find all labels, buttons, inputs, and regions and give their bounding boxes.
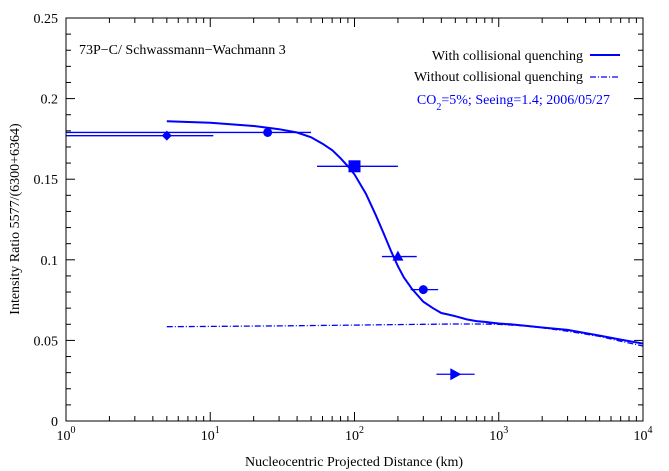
y-tick-label: 0.15: [34, 173, 59, 188]
x-tick-exponent: 1: [215, 425, 220, 436]
legend-label-without-quenching: Without collisional quenching: [414, 70, 583, 85]
point-circle: [263, 127, 273, 137]
y-tick-label: 0.05: [34, 334, 59, 349]
plot-frame: [65, 17, 644, 422]
legend-label-with-quenching: With collisional quenching: [432, 49, 583, 64]
point-diamond: [161, 130, 172, 141]
x-tick-label: 102: [345, 425, 364, 444]
y-tick-label: 0.1: [41, 254, 59, 269]
x-tick-base: 10: [634, 429, 648, 444]
x-tick-label: 101: [201, 425, 220, 444]
y-tick-label: 0: [51, 415, 58, 430]
point-arrow: [450, 368, 462, 381]
x-tick-exponent: 3: [503, 425, 508, 436]
x-tick-base: 10: [345, 429, 359, 444]
y-axis-label: Intensity Ratio 5577/(6300+6364): [8, 123, 23, 315]
y-tick-label: 0.2: [41, 93, 59, 108]
annotation-co: CO: [417, 93, 436, 108]
point-circle: [418, 285, 428, 295]
data-points: [66, 127, 475, 381]
curve-with-quenching: [166, 120, 644, 345]
y-tick-label: 0.25: [34, 12, 59, 27]
x-tick-exponent: 4: [648, 425, 653, 436]
annotation-rest: =5%; Seeing=1.4; 2006/05/27: [441, 93, 610, 108]
annotation-co-subscript: 2: [436, 102, 441, 113]
x-axis-label: Nucleocentric Projected Distance (km): [245, 455, 463, 470]
x-tick-exponent: 0: [71, 425, 76, 436]
curve-without-quenching: [166, 323, 644, 347]
model-curves: [166, 120, 644, 347]
x-tick-label: 100: [57, 425, 76, 444]
point-triangle: [392, 250, 404, 261]
x-tick-base: 10: [201, 429, 215, 444]
x-tick-base: 10: [57, 429, 71, 444]
legend: With collisional quenching Without colli…: [414, 49, 620, 85]
x-tick-label: 104: [634, 425, 653, 444]
x-tick-exponent: 2: [359, 425, 364, 436]
x-tick-base: 10: [489, 429, 503, 444]
x-tick-label: 103: [489, 425, 508, 444]
point-square: [348, 160, 361, 173]
chart-title: 73P−C/ Schwassmann−Wachmann 3: [79, 43, 286, 58]
annotation-parameters: CO2=5%; Seeing=1.4; 2006/05/27: [417, 93, 610, 113]
